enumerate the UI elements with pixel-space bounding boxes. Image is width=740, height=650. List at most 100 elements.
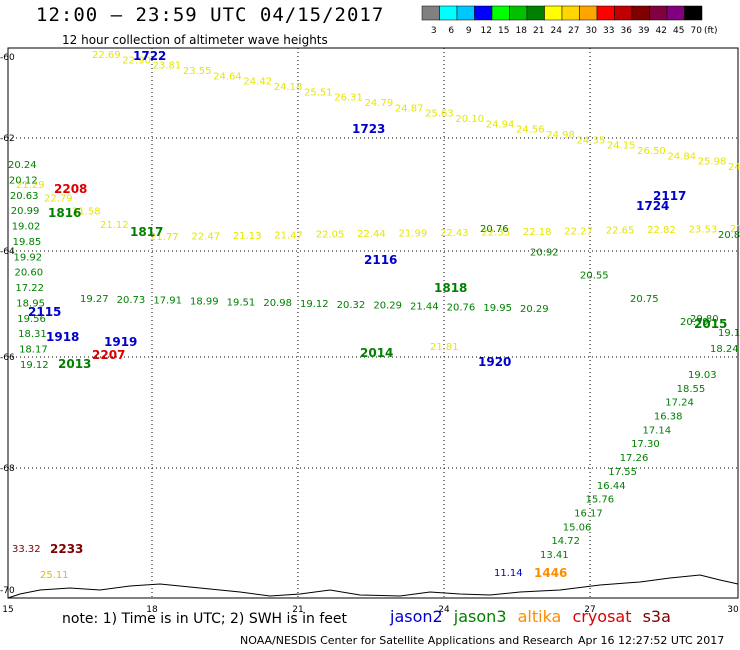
wave-height-value: 19.92 [14,252,43,263]
legend-tick: 36 [621,26,633,36]
wave-height-value: 33.32 [12,544,41,555]
wave-height-value: 19.02 [12,222,41,233]
track-id-label: 1722 [133,49,166,63]
y-tick-label: -70 [0,586,15,596]
wave-height-value: 24.84 [667,151,696,162]
wave-height-value: 18.99 [190,297,219,308]
wave-height-value: 15.06 [563,522,592,533]
legend-tick: 45 [673,26,684,36]
wave-height-value: 24.87 [395,103,424,114]
sat-altika: altika [517,607,562,626]
footnote: note: 1) Time is in UTC; 2) SWH is in fe… [62,611,348,627]
wave-height-value: 24.98 [546,130,575,141]
wave-height-value: 20.83 [718,230,740,241]
wave-height-value: 22.44 [357,229,386,240]
wave-height-value: 22.69 [92,50,121,61]
wave-height-value: 17.91 [153,296,182,307]
legend-swatch [684,5,703,21]
wave-height-value: 20.98 [263,298,292,309]
wave-height-value: 25.11 [40,570,69,581]
y-tick-label: -60 [0,53,15,63]
wave-height-value: 24.15 [607,141,636,152]
track-id-label: 1817 [130,225,163,239]
wave-height-value: 18.24 [710,344,739,355]
track-id-label: 2115 [28,305,61,319]
wave-height-value: 17.30 [631,439,660,450]
page-title: 12:00 – 23:59 UTC 04/15/2017 [36,4,385,26]
wave-height-value: 21.12 [100,220,129,231]
wave-height-value: 20.76 [480,224,509,235]
wave-height-value: 16.17 [574,508,603,519]
wave-height-value: 21.29 [16,180,45,191]
wave-height-value: 19.56 [17,314,46,325]
wave-height-value: 16.44 [597,481,626,492]
satellite-legend: jason2 jason3 altika cryosat s3a [390,607,671,626]
wave-height-value: 22.35 [481,227,510,238]
wave-height-value: 20.75 [630,294,659,305]
wave-height-value: 21.77 [150,232,179,243]
wave-height-value: 15.76 [586,495,615,506]
legend-tick: 42 [656,26,667,36]
wave-height-value: 19.03 [688,370,717,381]
y-tick-label: -64 [0,247,15,257]
wave-height-value: 26.50 [637,146,666,157]
wave-height-value: 23.53 [689,225,718,236]
wave-height-value: 20.55 [580,271,609,282]
legend-tick: 9 [466,26,472,36]
legend-tick: 27 [568,26,579,36]
y-tick-label: -62 [0,134,15,144]
wave-height-value: 20.10 [455,114,484,125]
track-id-label: 2015 [694,317,727,331]
track-id-label: 1920 [478,355,511,369]
legend-tick: 18 [516,26,528,36]
track-id-label: 2117 [653,189,686,203]
wave-height-value: 19.95 [483,303,512,314]
wave-height-value: 19.27 [80,294,109,305]
wave-height-value: 21.74 [730,224,740,235]
track-id-label: 1818 [434,281,467,295]
track-id-label: 1723 [352,122,385,136]
wave-height-value: 26.31 [334,93,363,104]
wave-height-value: 20.63 [10,191,39,202]
wave-height-value: 24.64 [213,71,242,82]
legend-tick: 30 [586,26,598,36]
timestamp-text: Apr 16 12:27:52 UTC 2017 [578,634,725,647]
wave-height-value: 21.99 [399,229,428,240]
wave-height-value: 19.51 [227,297,256,308]
wave-height-value: 20.80 [690,314,719,325]
plot-frame [7,47,739,599]
track-id-label: 1724 [636,199,669,213]
wave-height-value: 21.81 [430,342,459,353]
wave-height-value: 21.58 [72,207,101,218]
legend-tick: 33 [603,26,614,36]
wave-height-value: 20.29 [520,304,549,315]
wave-height-value: 20.99 [11,206,40,217]
wave-height-value: 20.29 [373,301,402,312]
track-id-label: 2208 [54,182,87,196]
sat-s3a: s3a [642,607,671,626]
sat-jason2: jason2 [390,607,443,626]
wave-height-value: 17.24 [665,398,694,409]
sat-jason3: jason3 [453,607,507,626]
legend-tick: 6 [448,26,454,36]
track-id-label: 2207 [92,348,125,362]
x-tick-label: 27 [584,605,595,615]
wave-height-value: 25.98 [698,157,727,168]
x-tick-label: 24 [438,605,450,615]
legend-tick: 39 [638,26,650,36]
wave-height-value: 17.22 [15,283,44,294]
wave-height-value: 24.83 [728,162,740,173]
wave-height-value: 20.79 [680,317,709,328]
x-tick-label: 21 [292,605,303,615]
y-tick-label: -66 [0,353,15,363]
wave-height-value: 24.35 [577,135,606,146]
wave-height-value: 22.65 [606,226,635,237]
track-id-label: 1446 [534,566,567,580]
color-legend: 3 6 9 12 15 18 21 24 27 30 33 36 39 42 45 70 (ft) [421,5,718,36]
wave-height-value: 20.73 [117,295,146,306]
y-tick-label: -68 [0,464,15,474]
wave-height-value: 21.13 [233,231,262,242]
wave-height-value: 22.43 [440,228,469,239]
wave-height-value: 20.24 [8,160,37,171]
